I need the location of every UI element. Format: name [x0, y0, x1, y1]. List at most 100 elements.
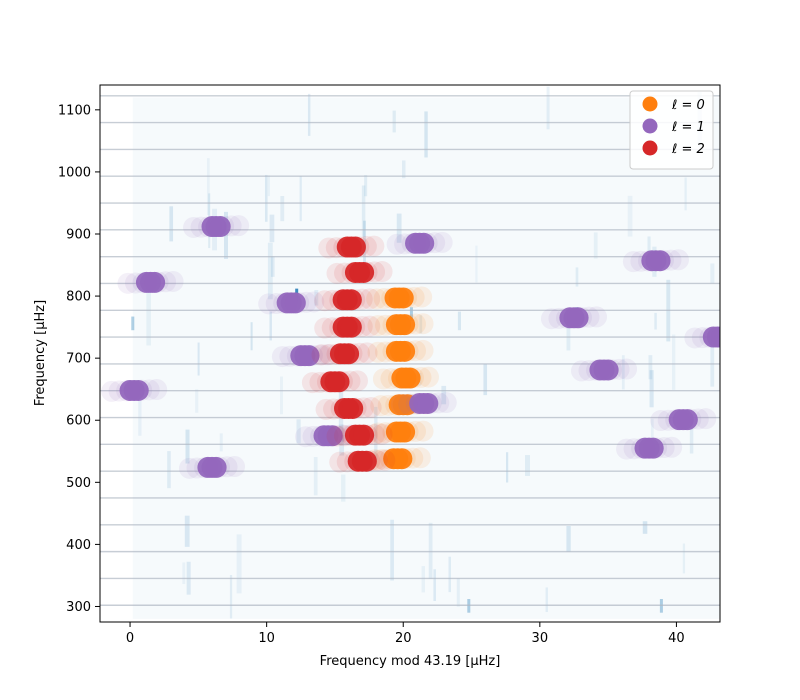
- heatmap-streak: [545, 587, 548, 613]
- y-tick-label: 700: [66, 352, 91, 367]
- mode-point-trail: [695, 408, 717, 430]
- mode-point: [340, 316, 362, 338]
- mode-point-trail: [661, 436, 683, 458]
- mode-point-trail: [346, 370, 368, 392]
- mode-point-trail: [315, 398, 337, 420]
- y-tick-label: 1100: [58, 103, 91, 118]
- x-tick-label: 30: [532, 631, 549, 646]
- heatmap-streak: [296, 419, 301, 444]
- mode-point-trail: [667, 249, 689, 271]
- mode-point: [205, 456, 227, 478]
- heatmap-streak: [448, 556, 451, 593]
- heatmap-streak: [392, 110, 396, 133]
- mode-point: [355, 450, 377, 472]
- plot-frame: [99, 84, 721, 623]
- mode-point-trail: [622, 251, 644, 273]
- heatmap-streak: [689, 419, 694, 454]
- legend-marker: [642, 96, 658, 112]
- mode-point-trail: [616, 358, 638, 380]
- mode-point-trail: [178, 457, 200, 479]
- heatmap-streak: [313, 457, 318, 496]
- mode-point-trail: [183, 216, 205, 238]
- y-tick-label: 900: [66, 227, 91, 242]
- heatmap-streak: [710, 263, 715, 284]
- mode-point-trail: [367, 341, 389, 363]
- heatmap-streak: [341, 474, 346, 502]
- mode-point-trail: [418, 366, 440, 388]
- heatmap-streak: [457, 311, 462, 331]
- heatmap-streak: [307, 93, 311, 136]
- heatmap-streak: [627, 195, 633, 237]
- mode-point: [642, 437, 664, 459]
- mode-point-trail: [616, 438, 638, 460]
- mode-point-trail: [371, 261, 393, 283]
- mode-point: [127, 379, 149, 401]
- mode-point: [649, 250, 671, 272]
- mode-point-trail: [363, 235, 385, 257]
- mode-point: [392, 287, 414, 309]
- mode-point: [353, 261, 375, 283]
- mode-point: [417, 392, 439, 414]
- mode-point: [391, 448, 413, 470]
- heatmap-streak: [269, 214, 275, 243]
- heatmap-streak: [593, 232, 598, 259]
- mode-point-trail: [271, 346, 293, 368]
- mode-point-trail: [411, 286, 433, 308]
- mode-point: [567, 307, 589, 329]
- y-axis: 300 400 500 600 700 800 900 1000 1100: [58, 103, 100, 615]
- heatmap-streak: [299, 176, 302, 222]
- mode-point-trail: [228, 215, 250, 237]
- mode-point: [399, 367, 421, 389]
- legend-label: ℓ = 0: [671, 98, 705, 113]
- heatmap-streak: [575, 267, 579, 287]
- heatmap-streak: [505, 452, 509, 483]
- mode-point-trail: [650, 410, 672, 432]
- mode-point-trail: [412, 313, 434, 335]
- heatmap-streak: [441, 385, 447, 405]
- heatmap-streak: [672, 334, 676, 390]
- mode-point: [344, 236, 366, 258]
- y-tick-label: 300: [66, 600, 91, 615]
- heatmap-streak: [402, 160, 406, 179]
- mode-point-trail: [435, 392, 457, 414]
- heatmap-streak: [647, 236, 651, 252]
- mode-point-trail: [374, 449, 396, 471]
- mode-point-trail: [366, 288, 388, 310]
- heatmap-streak: [206, 158, 210, 216]
- mode-point-trail: [326, 425, 348, 447]
- heatmap-streak: [339, 435, 345, 456]
- mode-point-trail: [311, 344, 333, 366]
- heatmap-streak: [167, 451, 171, 489]
- heatmap-streak: [264, 174, 268, 222]
- legend-marker: [642, 118, 658, 134]
- mode-point-trail: [162, 270, 184, 292]
- heatmap-streak: [279, 376, 283, 415]
- heatmap-streak: [650, 418, 654, 444]
- heatmap-streak: [424, 111, 428, 158]
- heatmap-peak: [409, 307, 413, 321]
- mode-point-trail: [301, 372, 323, 394]
- mode-point-trail: [329, 451, 351, 473]
- heatmap-streak: [396, 213, 402, 243]
- heatmap-streak: [654, 312, 657, 330]
- y-tick-label: 800: [66, 290, 91, 305]
- heatmap-streak: [682, 543, 686, 574]
- heatmap-streak: [456, 578, 460, 607]
- legend-label: ℓ = 2: [671, 142, 705, 157]
- heatmap-streak: [710, 330, 715, 387]
- heatmap-streak: [267, 175, 270, 197]
- mode-point-trail: [224, 455, 246, 477]
- mode-point: [394, 314, 416, 336]
- mode-point-trail: [359, 288, 381, 310]
- mode-point: [321, 425, 343, 447]
- mode-point-trail: [412, 420, 434, 442]
- heatmap-streak: [642, 521, 648, 534]
- heatmap-streak: [433, 569, 436, 601]
- heatmap-streak: [419, 315, 423, 334]
- heatmap-streak: [390, 519, 394, 581]
- heatmap-peak: [131, 316, 135, 331]
- heatmap-streak: [684, 177, 687, 211]
- heatmap-streak: [364, 174, 368, 197]
- heatmap-streak: [649, 370, 654, 408]
- mode-point-trail: [356, 342, 378, 364]
